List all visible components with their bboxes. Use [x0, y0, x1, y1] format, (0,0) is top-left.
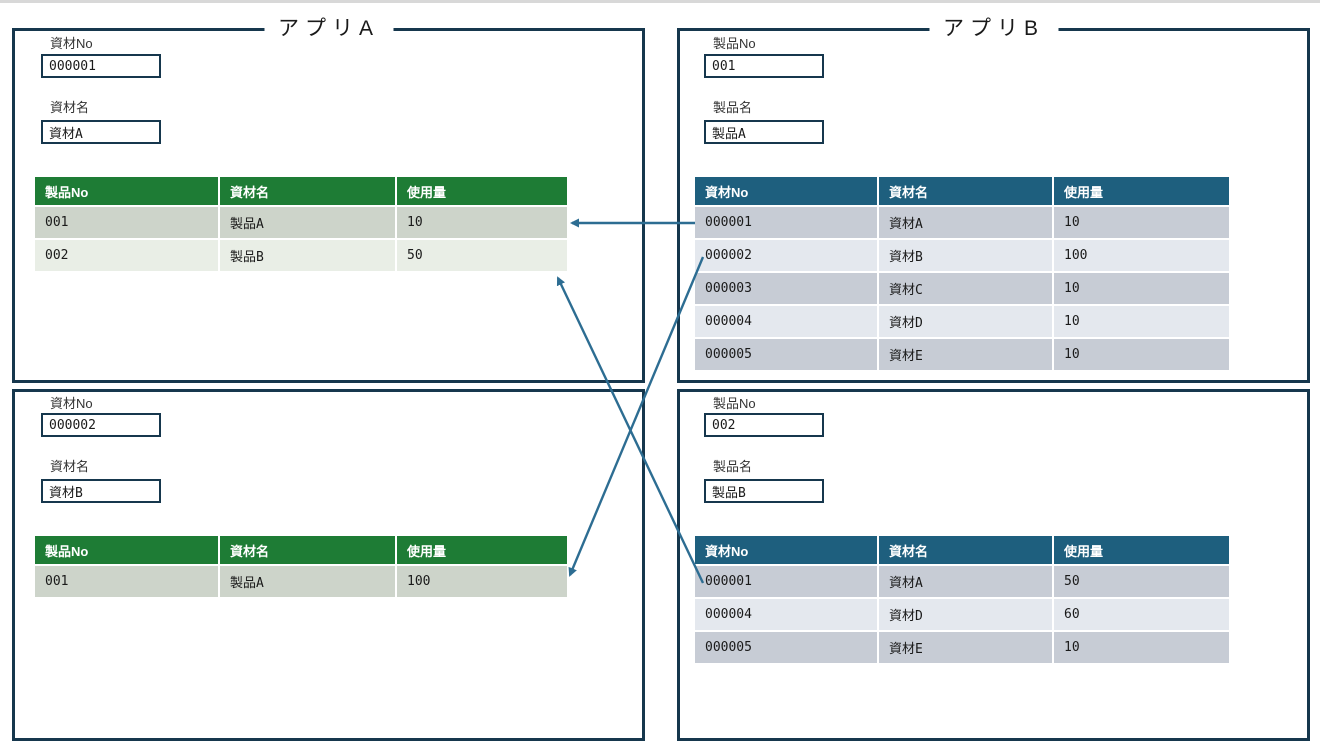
product-name-label: 製品名 — [713, 459, 753, 474]
cell: 50 — [1054, 566, 1229, 597]
cell: 製品A — [220, 566, 395, 597]
col-header: 使用量 — [397, 536, 567, 564]
cell: 10 — [397, 207, 567, 238]
cell: 60 — [1054, 599, 1229, 630]
cell: 50 — [397, 240, 567, 271]
material-name-input[interactable] — [41, 479, 161, 503]
app-b-bottom-table: 資材No 資材名 使用量 000001 資材A 50 000004 資材D 60… — [693, 534, 1231, 665]
cell: 001 — [35, 566, 218, 597]
cell: 000005 — [695, 339, 877, 370]
cell: 002 — [35, 240, 218, 271]
cell: 資材A — [879, 207, 1052, 238]
table-row[interactable]: 000002 資材B 100 — [695, 240, 1229, 271]
cell: 000002 — [695, 240, 877, 271]
cell: 001 — [35, 207, 218, 238]
cell: 10 — [1054, 339, 1229, 370]
app-b-title: アプリB — [928, 16, 1059, 42]
cell: 10 — [1054, 273, 1229, 304]
table-row[interactable]: 000003 資材C 10 — [695, 273, 1229, 304]
col-header: 使用量 — [397, 177, 567, 205]
cell: 100 — [1054, 240, 1229, 271]
cell: 資材E — [879, 339, 1052, 370]
product-no-label: 製品No — [713, 36, 756, 51]
table-header-row: 製品No 資材名 使用量 — [35, 177, 567, 205]
table-row[interactable]: 000005 資材E 10 — [695, 632, 1229, 663]
app-a-bottom-table: 製品No 資材名 使用量 001 製品A 100 — [33, 534, 569, 599]
table-row[interactable]: 000005 資材E 10 — [695, 339, 1229, 370]
table-header-row: 製品No 資材名 使用量 — [35, 536, 567, 564]
cell: 000004 — [695, 599, 877, 630]
cell: 資材D — [879, 599, 1052, 630]
cell: 10 — [1054, 632, 1229, 663]
product-name-label: 製品名 — [713, 100, 753, 115]
col-header: 資材No — [695, 177, 877, 205]
table-row[interactable]: 001 製品A 10 — [35, 207, 567, 238]
cell: 資材C — [879, 273, 1052, 304]
cell: 100 — [397, 566, 567, 597]
table-row[interactable]: 000001 資材A 50 — [695, 566, 1229, 597]
material-name-label: 資材名 — [50, 459, 90, 474]
col-header: 資材名 — [220, 177, 395, 205]
col-header: 資材名 — [879, 536, 1052, 564]
table-row[interactable]: 002 製品B 50 — [35, 240, 567, 271]
product-no-label: 製品No — [713, 396, 756, 411]
product-name-input[interactable] — [704, 479, 824, 503]
cell: 資材D — [879, 306, 1052, 337]
product-no-input[interactable] — [704, 54, 824, 78]
cell: 000001 — [695, 207, 877, 238]
cell: 製品A — [220, 207, 395, 238]
cell: 資材E — [879, 632, 1052, 663]
cell: 資材B — [879, 240, 1052, 271]
col-header: 資材名 — [220, 536, 395, 564]
col-header: 製品No — [35, 536, 218, 564]
product-no-input[interactable] — [704, 413, 824, 437]
cell: 000003 — [695, 273, 877, 304]
cell: 製品B — [220, 240, 395, 271]
col-header: 製品No — [35, 177, 218, 205]
col-header: 使用量 — [1054, 177, 1229, 205]
material-no-input[interactable] — [41, 413, 161, 437]
cell: 000004 — [695, 306, 877, 337]
material-no-input[interactable] — [41, 54, 161, 78]
app-b-top-table: 資材No 資材名 使用量 000001 資材A 10 000002 資材B 10… — [693, 175, 1231, 372]
cell: 000005 — [695, 632, 877, 663]
material-no-label: 資材No — [50, 396, 93, 411]
material-name-input[interactable] — [41, 120, 161, 144]
material-no-label: 資材No — [50, 36, 93, 51]
col-header: 資材No — [695, 536, 877, 564]
col-header: 使用量 — [1054, 536, 1229, 564]
col-header: 資材名 — [879, 177, 1052, 205]
cell: 10 — [1054, 207, 1229, 238]
table-row[interactable]: 000004 資材D 10 — [695, 306, 1229, 337]
product-name-input[interactable] — [704, 120, 824, 144]
app-a-top-table: 製品No 資材名 使用量 001 製品A 10 002 製品B 50 — [33, 175, 569, 273]
table-row[interactable]: 001 製品A 100 — [35, 566, 567, 597]
table-row[interactable]: 000001 資材A 10 — [695, 207, 1229, 238]
cell: 000001 — [695, 566, 877, 597]
cell: 10 — [1054, 306, 1229, 337]
material-name-label: 資材名 — [50, 100, 90, 115]
cell: 資材A — [879, 566, 1052, 597]
table-row[interactable]: 000004 資材D 60 — [695, 599, 1229, 630]
table-header-row: 資材No 資材名 使用量 — [695, 177, 1229, 205]
top-divider — [0, 0, 1320, 3]
table-header-row: 資材No 資材名 使用量 — [695, 536, 1229, 564]
app-a-title: アプリA — [263, 16, 394, 42]
